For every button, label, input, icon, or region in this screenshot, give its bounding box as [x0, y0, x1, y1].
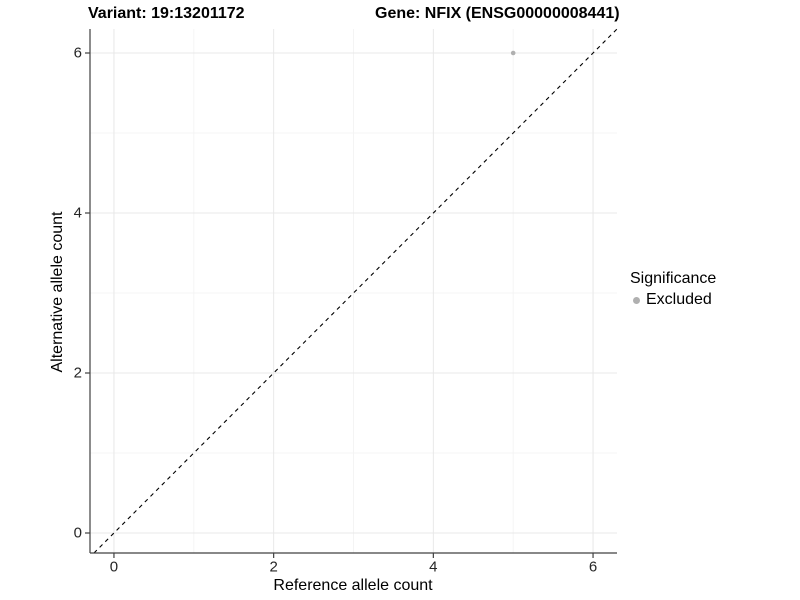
- y-tick-label: 4: [73, 204, 82, 222]
- x-axis-title: Reference allele count: [273, 577, 433, 594]
- data-point: [510, 50, 516, 56]
- y-tick-label: 2: [73, 364, 82, 382]
- y-tick-label: 0: [73, 524, 82, 542]
- legend-title: Significance: [630, 270, 717, 287]
- plot-title-variant: Variant: 19:13201172: [88, 5, 245, 22]
- identity-reference-line: [93, 28, 618, 554]
- excluded-marker-icon: [633, 296, 640, 304]
- legend-item-excluded: Excluded: [633, 291, 716, 309]
- x-tick-label: 2: [269, 558, 278, 576]
- y-tick-label: 6: [73, 44, 82, 62]
- x-tick-label: 0: [109, 558, 119, 576]
- y-axis-title: Alternative allele count: [49, 211, 66, 373]
- x-tick-label: 6: [588, 558, 598, 576]
- x-tick-label: 4: [429, 558, 438, 576]
- legend: Significance Excluded: [630, 270, 716, 309]
- plot-title-gene: Gene: NFIX (ENSG00000008441): [375, 5, 620, 22]
- legend-item-label: Excluded: [646, 291, 712, 308]
